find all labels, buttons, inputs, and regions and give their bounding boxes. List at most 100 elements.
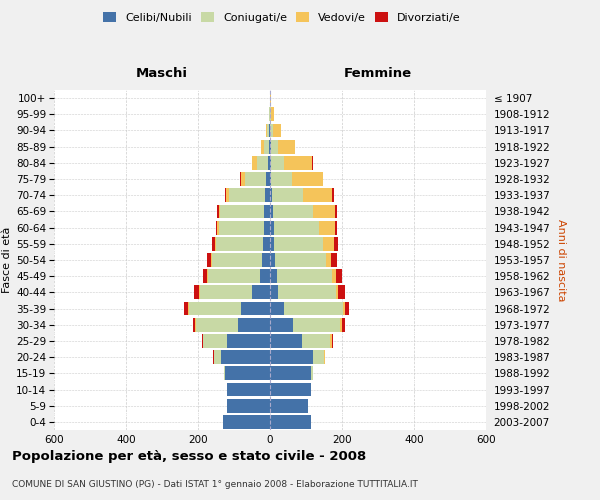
Bar [270, 188, 272, 202]
Bar [326, 253, 331, 267]
Bar [211, 253, 212, 267]
Bar [343, 302, 345, 316]
Bar [270, 124, 273, 138]
Bar [270, 350, 313, 364]
Bar [215, 237, 216, 250]
Bar [199, 286, 200, 300]
Bar [270, 302, 284, 316]
Bar [193, 318, 196, 332]
Bar [270, 91, 271, 105]
Bar [271, 108, 274, 121]
Bar [270, 318, 293, 332]
Bar [260, 270, 270, 283]
Bar [220, 204, 263, 218]
Bar [278, 286, 336, 300]
Bar [270, 220, 274, 234]
Bar [263, 220, 270, 234]
Bar [270, 286, 278, 300]
Bar [292, 172, 323, 186]
Bar [274, 237, 323, 250]
Bar [302, 334, 331, 348]
Bar [194, 286, 199, 300]
Y-axis label: Fasce di età: Fasce di età [2, 227, 12, 293]
Bar [270, 108, 271, 121]
Bar [188, 302, 189, 316]
Bar [270, 204, 273, 218]
Bar [278, 140, 295, 153]
Bar [269, 140, 270, 153]
Bar [241, 302, 270, 316]
Bar [273, 124, 281, 138]
Bar [345, 302, 349, 316]
Bar [200, 286, 252, 300]
Bar [241, 172, 245, 186]
Bar [226, 188, 229, 202]
Text: Femmine: Femmine [344, 68, 412, 80]
Bar [262, 253, 270, 267]
Bar [257, 156, 268, 170]
Bar [271, 140, 278, 153]
Bar [332, 270, 335, 283]
Bar [238, 318, 270, 332]
Bar [229, 188, 265, 202]
Bar [264, 140, 269, 153]
Bar [270, 415, 311, 429]
Bar [313, 204, 335, 218]
Bar [225, 366, 270, 380]
Bar [265, 188, 270, 202]
Bar [335, 270, 342, 283]
Bar [221, 350, 270, 364]
Bar [274, 220, 319, 234]
Bar [338, 286, 345, 300]
Bar [223, 415, 270, 429]
Text: Maschi: Maschi [136, 68, 188, 80]
Bar [269, 108, 270, 121]
Bar [227, 334, 270, 348]
Bar [212, 253, 262, 267]
Bar [270, 237, 274, 250]
Legend: Celibi/Nubili, Coniugati/e, Vedovi/e, Divorziati/e: Celibi/Nubili, Coniugati/e, Vedovi/e, Di… [99, 8, 465, 28]
Bar [313, 350, 324, 364]
Bar [270, 253, 275, 267]
Bar [270, 366, 311, 380]
Bar [260, 140, 264, 153]
Bar [216, 237, 263, 250]
Bar [271, 172, 292, 186]
Bar [207, 253, 211, 267]
Bar [263, 237, 270, 250]
Text: COMUNE DI SAN GIUSTINO (PG) - Dati ISTAT 1° gennaio 2008 - Elaborazione TUTTITAL: COMUNE DI SAN GIUSTINO (PG) - Dati ISTAT… [12, 480, 418, 489]
Bar [270, 140, 271, 153]
Text: Popolazione per età, sesso e stato civile - 2008: Popolazione per età, sesso e stato civil… [12, 450, 366, 463]
Bar [332, 334, 334, 348]
Bar [245, 172, 266, 186]
Bar [323, 237, 334, 250]
Bar [331, 334, 332, 348]
Bar [218, 204, 220, 218]
Bar [277, 270, 332, 283]
Bar [217, 204, 218, 218]
Bar [225, 188, 226, 202]
Bar [268, 156, 270, 170]
Bar [266, 172, 270, 186]
Bar [331, 253, 337, 267]
Bar [270, 270, 277, 283]
Bar [342, 318, 345, 332]
Bar [311, 366, 313, 380]
Bar [266, 124, 268, 138]
Bar [227, 399, 270, 412]
Bar [304, 188, 332, 202]
Bar [224, 366, 225, 380]
Bar [284, 156, 313, 170]
Bar [252, 156, 257, 170]
Bar [335, 204, 337, 218]
Bar [336, 286, 338, 300]
Bar [271, 156, 284, 170]
Bar [189, 302, 241, 316]
Bar [324, 350, 325, 364]
Bar [270, 172, 271, 186]
Bar [184, 302, 188, 316]
Bar [284, 302, 343, 316]
Bar [269, 124, 270, 138]
Bar [203, 334, 227, 348]
Bar [202, 334, 203, 348]
